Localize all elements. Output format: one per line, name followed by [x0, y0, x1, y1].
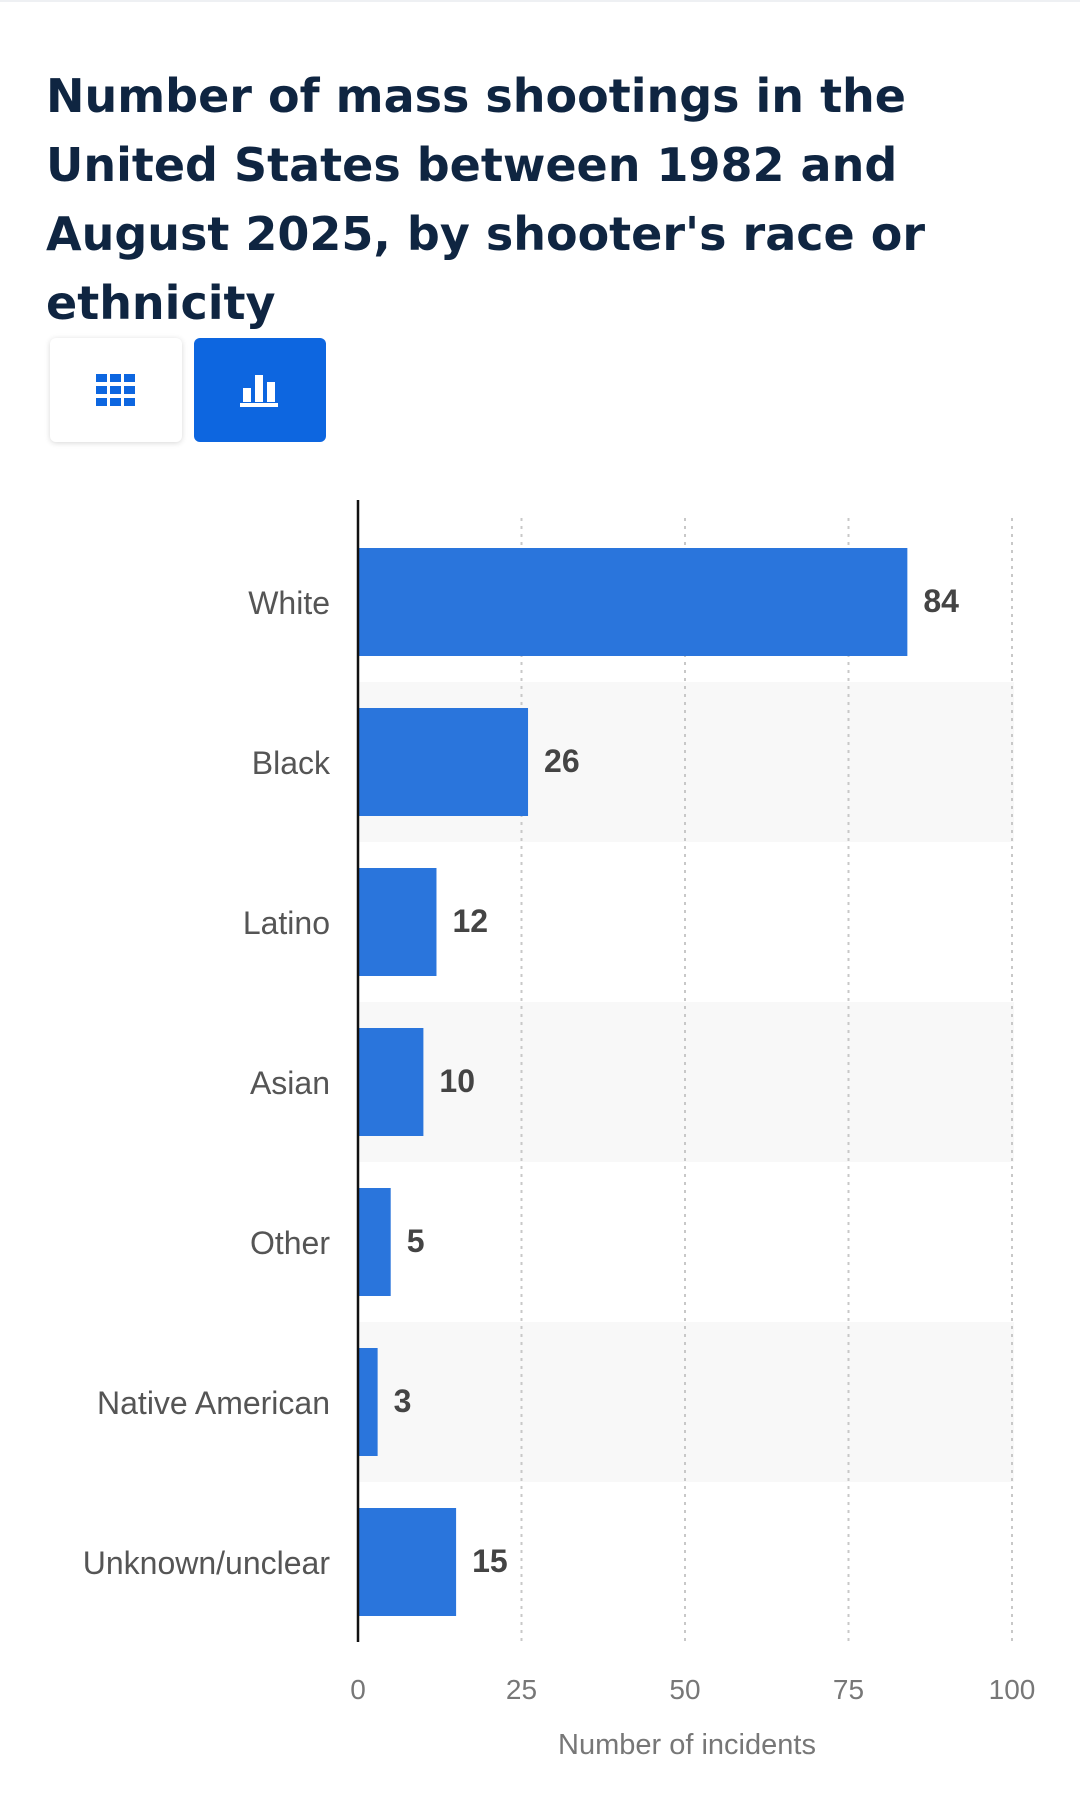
- x-tick-label: 0: [350, 1674, 366, 1705]
- bar: [358, 1188, 391, 1296]
- bar: [358, 868, 437, 976]
- category-label: Native American: [97, 1385, 330, 1421]
- bar-chart-icon: [240, 375, 278, 407]
- top-divider: [0, 0, 1080, 2]
- x-tick-label: 25: [506, 1674, 537, 1705]
- value-label: 15: [472, 1543, 508, 1579]
- x-tick-label: 50: [669, 1674, 700, 1705]
- bar: [358, 1508, 457, 1616]
- category-label: Asian: [250, 1065, 330, 1101]
- value-label: 5: [407, 1223, 425, 1259]
- category-labels: White Black Latino Asian Other Native America…: [83, 585, 331, 1581]
- value-label: 84: [923, 583, 959, 619]
- bar: [358, 548, 908, 656]
- value-label: 3: [394, 1383, 412, 1419]
- bar: [358, 1028, 424, 1136]
- value-label: 26: [544, 743, 580, 779]
- x-tick-label: 75: [833, 1674, 864, 1705]
- category-label: Black: [252, 745, 331, 781]
- category-label: White: [248, 585, 330, 621]
- value-labels: 84 26 12 10 5 3 15: [394, 583, 960, 1579]
- gridlines: [520, 518, 1013, 1642]
- bar: [358, 708, 529, 816]
- category-label: Other: [250, 1225, 330, 1261]
- row-band: [358, 1322, 1014, 1482]
- x-tick-label: 100: [989, 1674, 1036, 1705]
- grid-table-icon: [96, 374, 135, 406]
- x-tick-labels: 0 25 50 75 100: [350, 1674, 1035, 1705]
- table-view-button[interactable]: [50, 338, 182, 442]
- bar-chart: White Black Latino Asian Other Native America…: [83, 500, 1035, 1761]
- row-bands: [358, 682, 1014, 1482]
- value-label: 12: [452, 903, 488, 939]
- bars: [358, 548, 908, 1616]
- bar: [358, 1348, 378, 1456]
- category-label: Latino: [243, 905, 330, 941]
- value-label: 10: [439, 1063, 475, 1099]
- chart-title: Number of mass shootings in the United S…: [46, 69, 926, 330]
- view-toggle: [50, 338, 326, 442]
- x-axis-title: Number of incidents: [558, 1729, 816, 1761]
- chart-view-button[interactable]: [194, 338, 326, 442]
- category-label: Unknown/unclear: [83, 1545, 331, 1581]
